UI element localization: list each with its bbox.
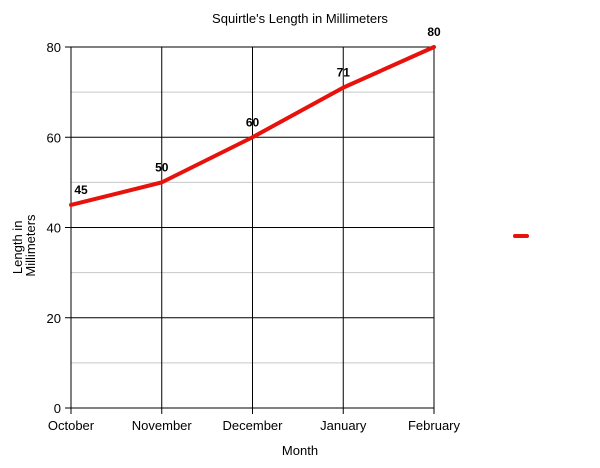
data-label: 50 [155, 160, 169, 174]
data-label: 71 [337, 66, 351, 80]
y-axis-title-line-2: Millimeters [23, 214, 38, 277]
y-axis-title-line-1: Length in [10, 221, 25, 275]
x-tick-label: December [223, 418, 284, 433]
x-tick-label: February [408, 418, 461, 433]
y-axis-title: Length in Millimeters [10, 214, 38, 277]
grid [65, 46, 435, 414]
axes: 0 20 40 60 80 October November December January F… [47, 40, 461, 433]
y-tick-label: 60 [47, 130, 61, 145]
x-axis-title: Month [282, 443, 318, 458]
data-label: 60 [246, 115, 260, 129]
x-tick-label: January [320, 418, 367, 433]
data-labels: 45 50 60 71 80 [74, 25, 441, 197]
y-tick-label: 0 [54, 401, 61, 416]
x-tick-label: November [132, 418, 193, 433]
y-tick-label: 20 [47, 311, 61, 326]
chart-title: Squirtle's Length in Millimeters [212, 11, 388, 26]
data-label: 45 [74, 183, 88, 197]
y-tick-label: 40 [47, 221, 61, 236]
series-layer [69, 45, 436, 207]
y-tick-label: 80 [47, 40, 61, 55]
data-label: 80 [427, 25, 441, 39]
x-tick-label: October [48, 418, 95, 433]
series-line [69, 45, 436, 207]
